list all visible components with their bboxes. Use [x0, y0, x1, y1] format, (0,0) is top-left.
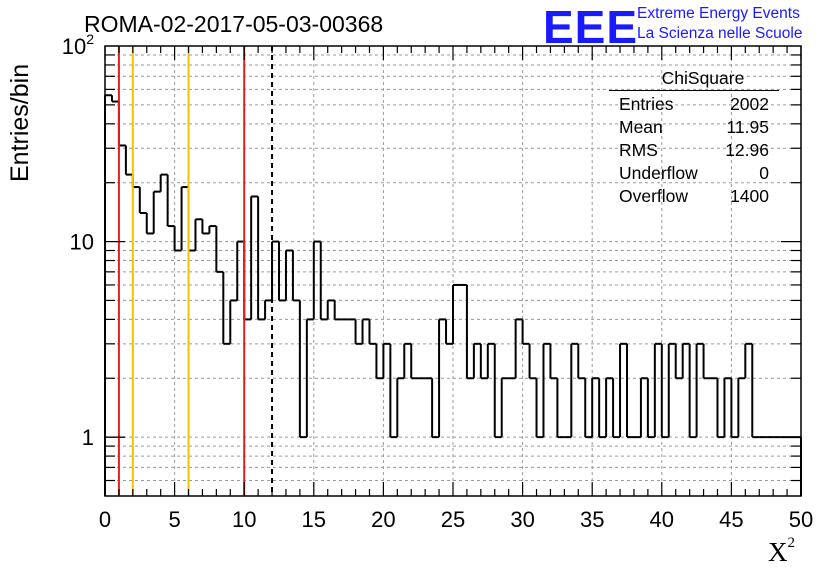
eee-logo: EEE [543, 1, 639, 53]
x-tick-label: 35 [580, 507, 604, 532]
marker-lines [117, 46, 274, 496]
stats-label: RMS [619, 140, 658, 160]
tick-labels: 0 5 10 15 20 25 30 35 40 45 50 1 10 102 [62, 31, 814, 532]
stats-value: 11.95 [726, 117, 770, 137]
logo-caption: Extreme Energy Events La Scienza nelle S… [637, 4, 802, 44]
x-tick-label: 30 [510, 507, 534, 532]
stats-box: ChiSquare Entries 2002 Mean 11.95 RMS 12… [609, 66, 779, 208]
y-tick-label: 1 [82, 425, 94, 450]
stats-label: Overflow [619, 186, 689, 206]
x-tick-label: 40 [650, 507, 674, 532]
x-tick-label: 45 [719, 507, 743, 532]
stats-label: Mean [619, 117, 663, 137]
y-tick-label: 10 [70, 230, 94, 255]
chart-title: ROMA-02-2017-05-03-00368 [84, 11, 384, 37]
x-tick-label: 20 [371, 507, 395, 532]
logo-caption-line1: Extreme Energy Events [637, 5, 800, 22]
y-tick-label: 102 [62, 31, 94, 59]
stats-value: 2002 [730, 94, 769, 114]
stats-label: Underflow [619, 163, 698, 183]
x-tick-label: 25 [441, 507, 465, 532]
x-tick-label: 15 [302, 507, 326, 532]
stats-value: 1400 [730, 186, 769, 206]
x-axis-label: X2 [768, 535, 795, 567]
y-axis-label: Entries/bin [6, 63, 34, 182]
axis-ticks [104, 46, 802, 496]
stats-value: 0 [759, 163, 769, 183]
stats-row-entries: Entries 2002 [609, 93, 779, 116]
histogram-bins [104, 94, 802, 496]
stats-row-underflow: Underflow 0 [609, 162, 779, 185]
stats-row-rms: RMS 12.96 [609, 139, 779, 162]
stats-row-mean: Mean 11.95 [609, 116, 779, 139]
stats-divider [609, 90, 779, 91]
x-tick-label: 10 [232, 507, 256, 532]
logo-caption-line2: La Scienza nelle Scuole [637, 25, 803, 42]
x-tick-label: 5 [168, 507, 180, 532]
stats-label: Entries [619, 94, 674, 114]
x-tick-label: 50 [789, 507, 813, 532]
stats-value: 12.96 [725, 140, 769, 160]
stats-row-overflow: Overflow 1400 [609, 185, 779, 208]
x-tick-label: 0 [99, 507, 111, 532]
stats-title: ChiSquare [661, 68, 745, 88]
